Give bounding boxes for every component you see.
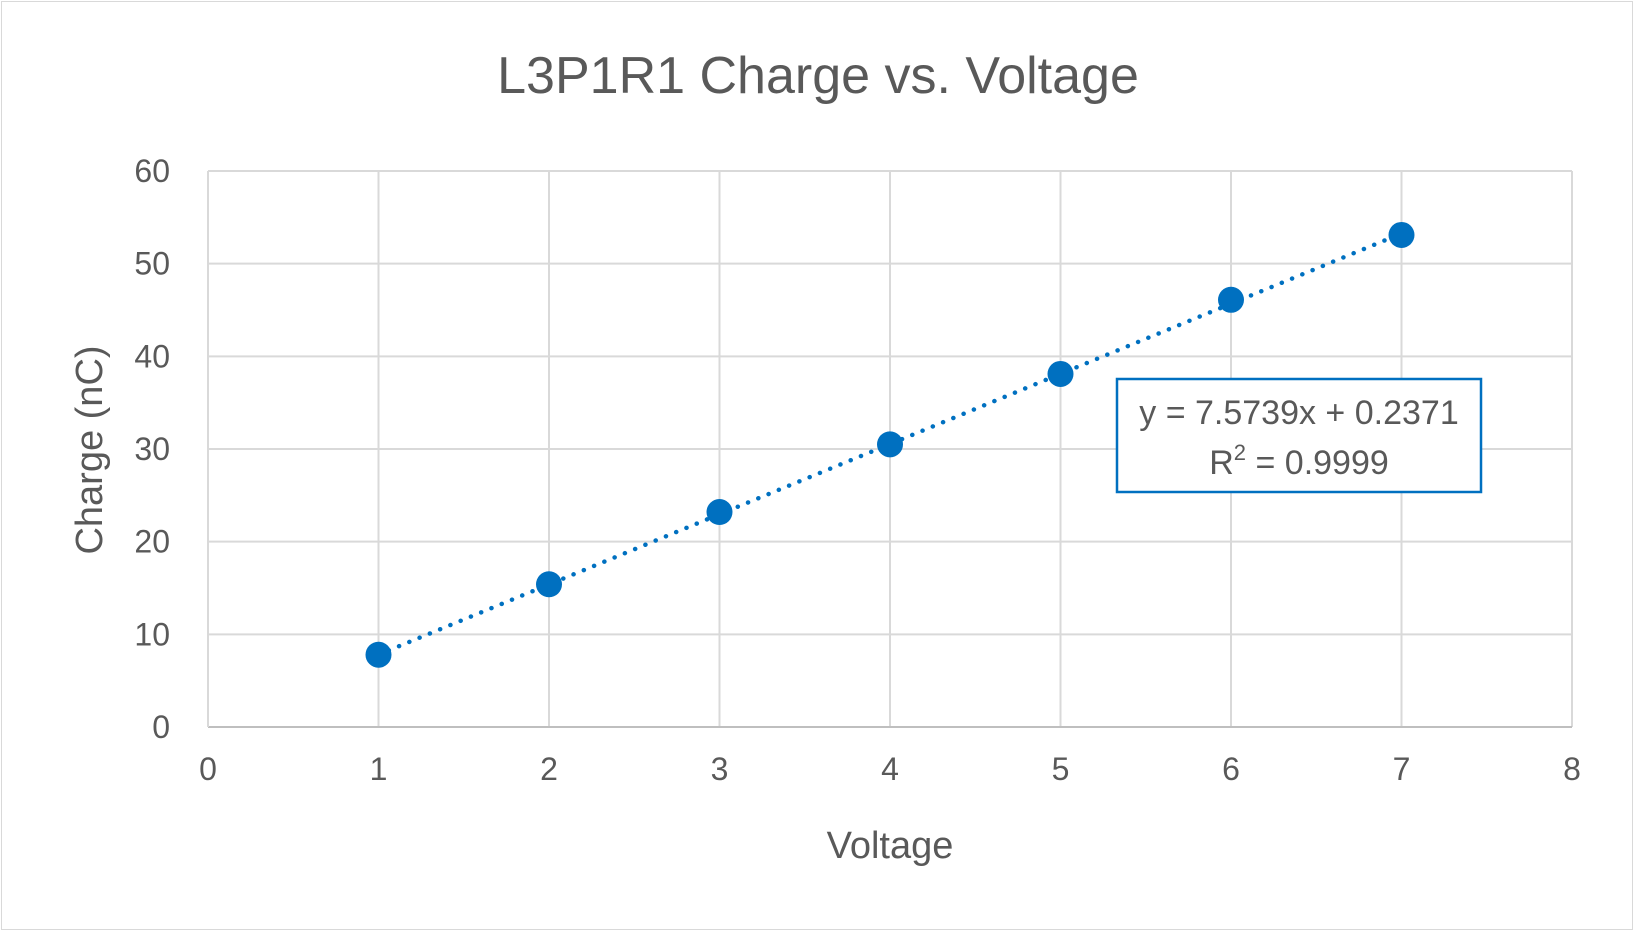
trendline-equation-box[interactable]: y = 7.5739x + 0.2371 R2 = 0.9999 — [1115, 377, 1483, 494]
y-tick-label: 50 — [134, 246, 170, 282]
x-tick-label: 0 — [199, 751, 217, 787]
data-point[interactable] — [1388, 221, 1415, 248]
x-tick-label: 4 — [881, 751, 899, 787]
x-tick-label: 2 — [540, 751, 558, 787]
x-tick-label: 5 — [1052, 751, 1070, 787]
equation-box-border — [1115, 377, 1483, 494]
y-tick-label: 60 — [134, 153, 170, 189]
r-squared-label: R2 = 0.9999 — [1209, 440, 1389, 482]
trendline-equation: y = 7.5739x + 0.2371 — [1139, 394, 1458, 432]
x-tick-label: 7 — [1393, 751, 1411, 787]
data-point[interactable] — [365, 641, 392, 668]
data-points — [365, 221, 1415, 668]
data-point[interactable] — [1047, 360, 1074, 387]
y-tick-label: 20 — [134, 524, 170, 560]
data-point[interactable] — [1218, 286, 1244, 313]
y-tick-label: 10 — [134, 616, 170, 652]
y-axis-title: Charge (nC) — [69, 345, 111, 554]
y-tick-label: 30 — [134, 431, 170, 467]
data-point[interactable] — [706, 499, 733, 526]
y-tick-label: 40 — [134, 338, 170, 374]
data-point[interactable] — [536, 571, 562, 598]
r-squared-value: = 0.9999 — [1246, 444, 1389, 482]
r-squared-exponent: 2 — [1234, 440, 1246, 465]
r-squared-prefix: R — [1209, 444, 1234, 482]
x-tick-label: 3 — [711, 751, 729, 787]
x-tick-label: 8 — [1563, 751, 1581, 787]
tick-labels: 0 1 2 3 4 5 6 7 8 0 10 20 30 40 50 60 — [134, 153, 1580, 787]
gridlines — [208, 170, 1573, 727]
x-tick-label: 6 — [1222, 751, 1240, 787]
x-axis-title: Voltage — [827, 825, 954, 867]
data-point[interactable] — [877, 431, 903, 458]
axes — [207, 171, 1572, 728]
y-tick-label: 0 — [152, 709, 170, 745]
x-tick-label: 1 — [370, 751, 388, 787]
chart-title: L3P1R1 Charge vs. Voltage — [497, 47, 1139, 105]
